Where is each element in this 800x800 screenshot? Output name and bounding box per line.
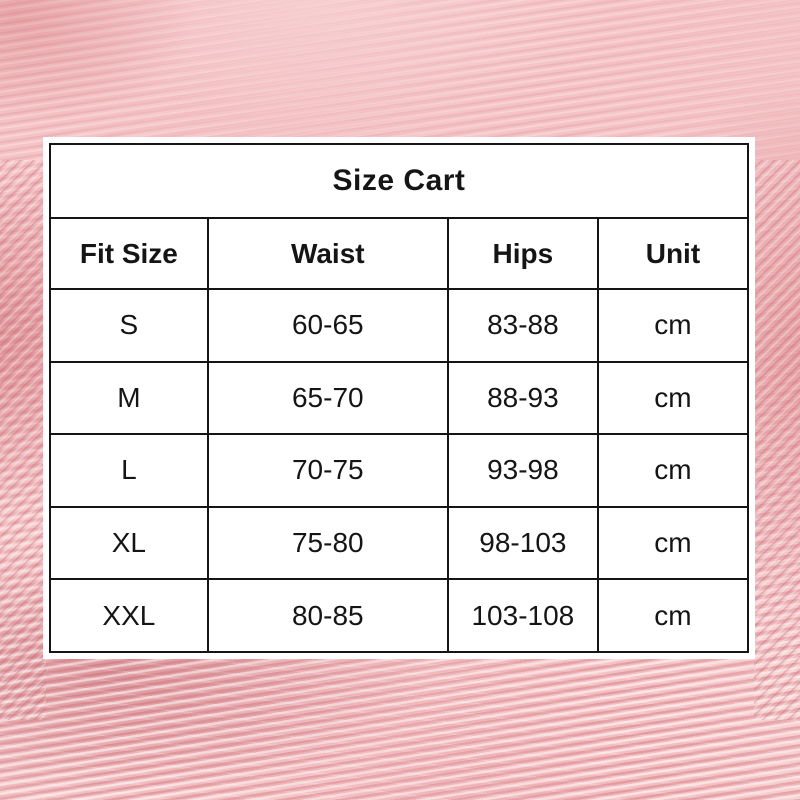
size-chart-panel: Size Cart Fit Size Waist Hips Unit S 60-… bbox=[43, 137, 755, 659]
cell-fit-size: M bbox=[49, 360, 209, 436]
column-header-waist: Waist bbox=[206, 217, 449, 290]
cell-unit: cm bbox=[596, 578, 750, 653]
fabric-knit-right-edge bbox=[754, 160, 800, 720]
column-header-hips: Hips bbox=[446, 217, 599, 290]
header-row: Fit Size Waist Hips Unit bbox=[49, 217, 750, 290]
cell-fit-size: XXL bbox=[49, 578, 209, 653]
cell-hips: 93-98 bbox=[446, 433, 599, 508]
column-header-unit: Unit bbox=[596, 217, 750, 290]
table-row-s: S 60-65 83-88 cm bbox=[49, 288, 750, 363]
cell-fit-size: L bbox=[49, 433, 209, 508]
cell-hips: 83-88 bbox=[446, 288, 599, 363]
cell-fit-size: S bbox=[49, 288, 209, 363]
cell-unit: cm bbox=[596, 360, 750, 436]
table-row-xxl: XXL 80-85 103-108 cm bbox=[49, 578, 750, 653]
size-chart-table: Size Cart Fit Size Waist Hips Unit S 60-… bbox=[49, 143, 750, 653]
cell-hips: 103-108 bbox=[446, 578, 599, 653]
table-title: Size Cart bbox=[49, 143, 749, 219]
table-row-xl: XL 75-80 98-103 cm bbox=[49, 505, 750, 581]
cell-waist: 80-85 bbox=[206, 578, 449, 653]
title-row: Size Cart bbox=[49, 143, 749, 219]
cell-fit-size: XL bbox=[49, 505, 209, 581]
cell-waist: 60-65 bbox=[206, 288, 449, 363]
table-row-m: M 65-70 88-93 cm bbox=[49, 360, 750, 436]
cell-unit: cm bbox=[596, 288, 750, 363]
fabric-knit-left-edge bbox=[0, 160, 46, 720]
column-header-fit-size: Fit Size bbox=[49, 217, 209, 290]
table-row-l: L 70-75 93-98 cm bbox=[49, 433, 750, 508]
cell-unit: cm bbox=[596, 505, 750, 581]
cell-waist: 75-80 bbox=[206, 505, 449, 581]
cell-hips: 98-103 bbox=[446, 505, 599, 581]
cell-hips: 88-93 bbox=[446, 360, 599, 436]
cell-waist: 65-70 bbox=[206, 360, 449, 436]
cell-waist: 70-75 bbox=[206, 433, 449, 508]
cell-unit: cm bbox=[596, 433, 750, 508]
